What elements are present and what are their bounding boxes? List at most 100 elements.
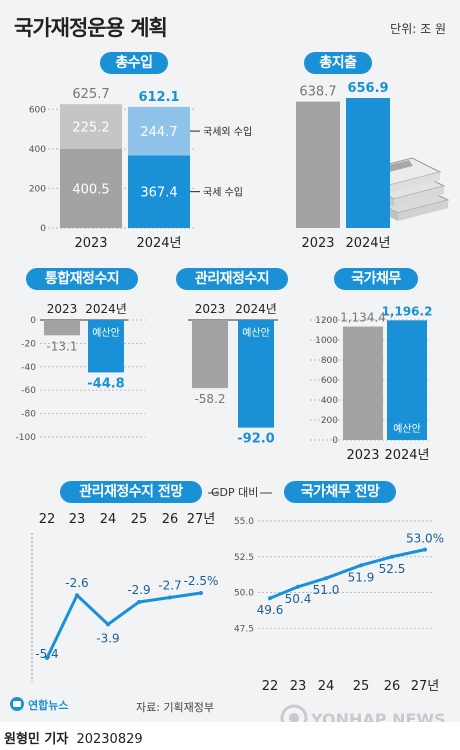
balance-tick-label-5: -100 <box>16 433 37 443</box>
managed-balance-category-1: 2023 <box>195 302 226 316</box>
national-debt-tick-label-4: 800 <box>321 356 338 366</box>
national-debt-outlook-value-6: 53.0% <box>406 532 444 546</box>
managed-balance-outlook-value-3: -3.9 <box>96 631 119 645</box>
national-debt-outlook-point-2 <box>296 584 300 589</box>
national-debt-outlook-x-label-5: 26 <box>384 679 401 694</box>
national-debt-category-1: 2023 <box>346 448 379 463</box>
managed-balance-outlook-title: 관리재정수지 전망 <box>60 481 202 503</box>
national-debt-outlook-tick-label-0: 47.5 <box>234 624 254 634</box>
total-revenue-tick-label-0: 0 <box>40 224 46 234</box>
national-debt-outlook-value-2: 50.4 <box>285 592 312 606</box>
gdp-ratio-note: GDP 대비 <box>211 486 259 499</box>
national-debt-outlook-value-5: 52.5 <box>379 562 406 576</box>
national-debt-tick-label-5: 1000 <box>315 336 338 346</box>
yonhap-brand: 연합뉴스 <box>28 698 68 712</box>
national-debt-outlook-title: 국가채무 전망 <box>284 481 396 503</box>
source-note: 자료: 기획재정부 <box>136 701 214 714</box>
non-tax-revenue-value-1: 225.2 <box>72 120 109 135</box>
national-debt-outlook-point-6 <box>423 547 427 552</box>
national-debt-category-2: 2024년 <box>384 448 429 463</box>
managed-balance-outlook-line <box>45 591 202 659</box>
total-revenue-category-1: 2023 <box>74 236 107 251</box>
managed-balance-outlook-x-label-4: 25 <box>131 512 148 527</box>
managed-balance-outlook-x-label-6: 27년 <box>187 512 216 527</box>
managed-balance-outlook-value-6: -2.5% <box>184 574 219 588</box>
national-debt-outlook-point-4 <box>359 563 363 568</box>
graphic-panel: 국가재정운용 계획 단위: 조 원 총수입 총지출 통합재정수지 관리재정수지 … <box>0 0 460 722</box>
managed-balance-outlook-value-4: -2.9 <box>127 583 150 597</box>
national-debt-outlook-x-label-1: 22 <box>262 679 279 694</box>
reporter-credit: 원형민 기자 20230829 <box>4 728 143 747</box>
total-revenue-value-2: 612.1 <box>138 90 179 105</box>
national-debt-outlook-line <box>269 548 426 600</box>
total-expenditure-value-1: 638.7 <box>299 85 336 100</box>
national-debt-outlook-value-4: 51.9 <box>348 570 375 584</box>
tax-revenue-bar-2 <box>128 155 190 228</box>
balance-tick-label-1: -20 <box>21 339 36 349</box>
managed-balance-title: 관리재정수지 <box>176 268 288 290</box>
total-expenditure-bar-2 <box>346 97 390 229</box>
consolidated-balance-title: 통합재정수지 <box>26 268 138 290</box>
managed-balance-outlook-x-label-2: 23 <box>69 512 86 527</box>
national-debt-outlook-x-label-2: 23 <box>290 679 307 694</box>
non-tax-revenue-value-2: 244.7 <box>140 125 177 140</box>
national-debt-bar-2 <box>387 320 427 440</box>
managed-balance-outlook-point-1 <box>45 655 49 660</box>
national-debt-title: 국가채무 <box>334 268 418 290</box>
managed-balance-outlook-value-5: -2.7 <box>158 578 181 592</box>
total-revenue-value-1: 625.7 <box>72 87 109 102</box>
unit-label: 단위: 조 원 <box>390 22 446 36</box>
total-expenditure-title: 총지출 <box>304 52 372 74</box>
managed-balance-outlook-point-5 <box>168 595 172 600</box>
reporter-name: 원형민 기자 <box>4 732 69 747</box>
national-debt-outlook-point-3 <box>324 576 328 581</box>
tax-revenue-bar-1 <box>60 148 122 228</box>
national-debt-tick-label-2: 400 <box>321 396 338 406</box>
managed-balance-value-2: -92.0 <box>237 432 274 447</box>
consolidated-balance-category-1: 2023 <box>47 302 78 316</box>
consolidated-balance-value-2: -44.8 <box>87 376 124 391</box>
national-debt-tick-label-6: 1200 <box>315 316 338 326</box>
total-expenditure-bar-1 <box>296 101 340 228</box>
page-title: 국가재정운용 계획 <box>14 16 168 40</box>
consolidated-balance-bar-1 <box>44 320 80 336</box>
consolidated-balance-bar-2 <box>88 320 124 373</box>
total-revenue-tick-label-2: 400 <box>29 145 46 155</box>
total-expenditure-value-2: 656.9 <box>347 81 388 96</box>
national-debt-tick-label-3: 600 <box>321 376 338 386</box>
national-debt-value-2: 1,196.2 <box>382 304 433 318</box>
managed-balance-outlook-value-2: -2.6 <box>65 576 88 590</box>
watermark-globe-icon <box>280 704 308 722</box>
national-debt-tick-label-1: 200 <box>321 416 338 426</box>
balance-tick-label-3: -60 <box>21 386 36 396</box>
total-revenue-tick-label-3: 600 <box>29 105 46 115</box>
total-expenditure-category-1: 2023 <box>301 236 334 251</box>
national-debt-outlook-value-1: 49.6 <box>257 603 284 617</box>
national-debt-outlook-x-label-3: 24 <box>318 679 335 694</box>
balance-tick-label-0: 0 <box>30 316 36 326</box>
national-debt-outlook-tick-label-2: 52.5 <box>234 553 254 563</box>
national-debt-outlook-point-1 <box>268 596 272 601</box>
national-debt-value-1: 1,134.4 <box>340 311 386 325</box>
national-debt-outlook-tick-label-1: 50.0 <box>234 589 254 599</box>
total-revenue-title: 총수입 <box>100 52 168 74</box>
national-debt-outlook-x-label-4: 25 <box>353 679 370 694</box>
consolidated-balance-value-1: -13.1 <box>46 339 77 353</box>
managed-balance-budget-note: 예산안 <box>242 327 270 339</box>
managed-balance-bar-2 <box>238 320 274 428</box>
balance-tick-label-4: -80 <box>21 410 36 420</box>
national-debt-outlook-x-label-6: 27년 <box>411 679 440 694</box>
managed-balance-value-1: -58.2 <box>194 392 225 406</box>
watermark: YONHAP NEWS <box>310 710 446 722</box>
consolidated-balance-category-2: 2024년 <box>85 302 127 316</box>
total-revenue-tick-label-1: 200 <box>29 184 46 194</box>
legend-label-non-tax: 국세외 수입 <box>203 125 252 138</box>
publish-date: 20230829 <box>76 732 143 747</box>
total-revenue-category-2: 2024년 <box>136 236 181 251</box>
managed-balance-outlook-point-2 <box>75 593 79 598</box>
national-debt-bar-1 <box>343 326 383 440</box>
managed-balance-outlook-x-label-5: 26 <box>162 512 179 527</box>
national-debt-outlook-point-5 <box>390 554 394 559</box>
non-tax-revenue-bar-2 <box>128 106 190 156</box>
